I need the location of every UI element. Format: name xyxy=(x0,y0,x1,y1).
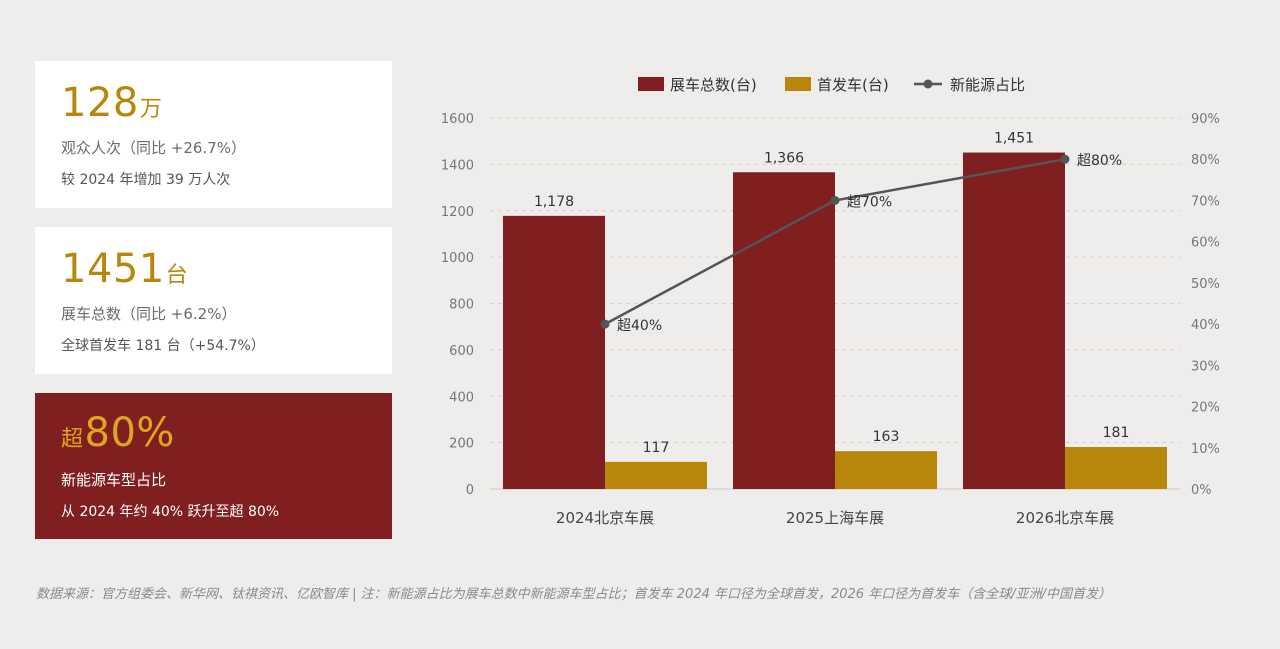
footnote: 数据来源：官方组委会、新华网、钛祺资讯、亿欧智库 | 注：新能源占比为展车总数中… xyxy=(36,587,1111,602)
y-tick-label: 1200 xyxy=(441,205,474,220)
vehicles-label: 展车总数（同比 +6.2%） xyxy=(61,305,237,323)
y-tick-label: 400 xyxy=(449,390,474,405)
bar-debut xyxy=(605,461,707,489)
x-tick-label: 2024北京车展 xyxy=(556,509,654,527)
y2-tick-label: 70% xyxy=(1191,194,1220,209)
bar-debut xyxy=(1065,447,1167,489)
y2-tick-label: 40% xyxy=(1191,318,1220,333)
audience-card: 128万 观众人次（同比 +26.7%） 较 2024 年增加 39 万人次 xyxy=(35,61,392,208)
y2-tick-label: 0% xyxy=(1191,483,1212,498)
y2-tick-label: 50% xyxy=(1191,277,1220,292)
vehicles-value: 1451台 xyxy=(61,246,189,292)
y-tick-label: 0 xyxy=(466,483,474,498)
y2-tick-label: 60% xyxy=(1191,236,1220,251)
bar-total xyxy=(963,152,1065,489)
y-tick-label: 600 xyxy=(449,344,474,359)
nev-share-value: 超80% xyxy=(61,410,175,456)
legend-swatch-debut xyxy=(785,77,811,91)
audience-label: 观众人次（同比 +26.7%） xyxy=(61,139,246,157)
legend-label-debut: 首发车(台) xyxy=(817,76,889,94)
bar-debut xyxy=(835,451,937,489)
bar-total-label: 1,451 xyxy=(994,131,1034,147)
legend-label-nev: 新能源占比 xyxy=(950,76,1025,94)
nev-share-point xyxy=(600,319,610,329)
nev-share-point xyxy=(1060,154,1070,164)
vehicles-detail: 全球首发车 181 台（+54.7%） xyxy=(61,338,265,354)
audience-detail: 较 2024 年增加 39 万人次 xyxy=(61,172,231,188)
audience-value: 128万 xyxy=(61,80,163,126)
y2-tick-label: 80% xyxy=(1191,153,1220,168)
vehicles-card: 1451台 展车总数（同比 +6.2%） 全球首发车 181 台（+54.7%） xyxy=(35,227,392,374)
legend-swatch-total xyxy=(638,77,664,91)
bar-debut-label: 117 xyxy=(643,440,670,456)
bar-debut-label: 163 xyxy=(873,429,900,445)
bar-total xyxy=(503,215,605,489)
nev-share-label: 超70% xyxy=(847,194,892,210)
y-tick-label: 800 xyxy=(449,298,474,313)
nev-share-point xyxy=(830,195,840,205)
nev-share-detail: 从 2024 年约 40% 跃升至超 80% xyxy=(61,504,280,520)
y2-tick-label: 20% xyxy=(1191,401,1220,416)
y2-tick-label: 90% xyxy=(1191,112,1220,127)
x-tick-label: 2026北京车展 xyxy=(1016,509,1114,527)
nev-share-label: 超80% xyxy=(1077,153,1122,169)
y2-tick-label: 10% xyxy=(1191,442,1220,457)
y-tick-label: 1000 xyxy=(441,251,474,266)
y-tick-label: 1400 xyxy=(441,158,474,173)
bar-debut-label: 181 xyxy=(1103,425,1130,441)
auto-show-chart: 0 200 400 600 800 1000 1200 1400 1600 0% 10% 20% 30%… xyxy=(441,76,1220,527)
nev-share-label: 新能源车型占比 xyxy=(61,471,167,489)
legend-label-total: 展车总数(台) xyxy=(670,76,757,94)
y2-tick-label: 30% xyxy=(1191,359,1220,374)
nev-share-card: 超80% 新能源车型占比 从 2024 年约 40% 跃升至超 80% xyxy=(35,393,392,539)
bar-total-label: 1,178 xyxy=(534,194,574,210)
bar-total-label: 1,366 xyxy=(764,150,804,166)
bar-total xyxy=(733,172,835,489)
nev-share-label: 超40% xyxy=(617,318,662,334)
legend-swatch-nev-point xyxy=(923,79,933,89)
y-tick-label: 200 xyxy=(449,437,474,452)
x-tick-label: 2025上海车展 xyxy=(786,509,884,527)
y-tick-label: 1600 xyxy=(441,112,474,127)
